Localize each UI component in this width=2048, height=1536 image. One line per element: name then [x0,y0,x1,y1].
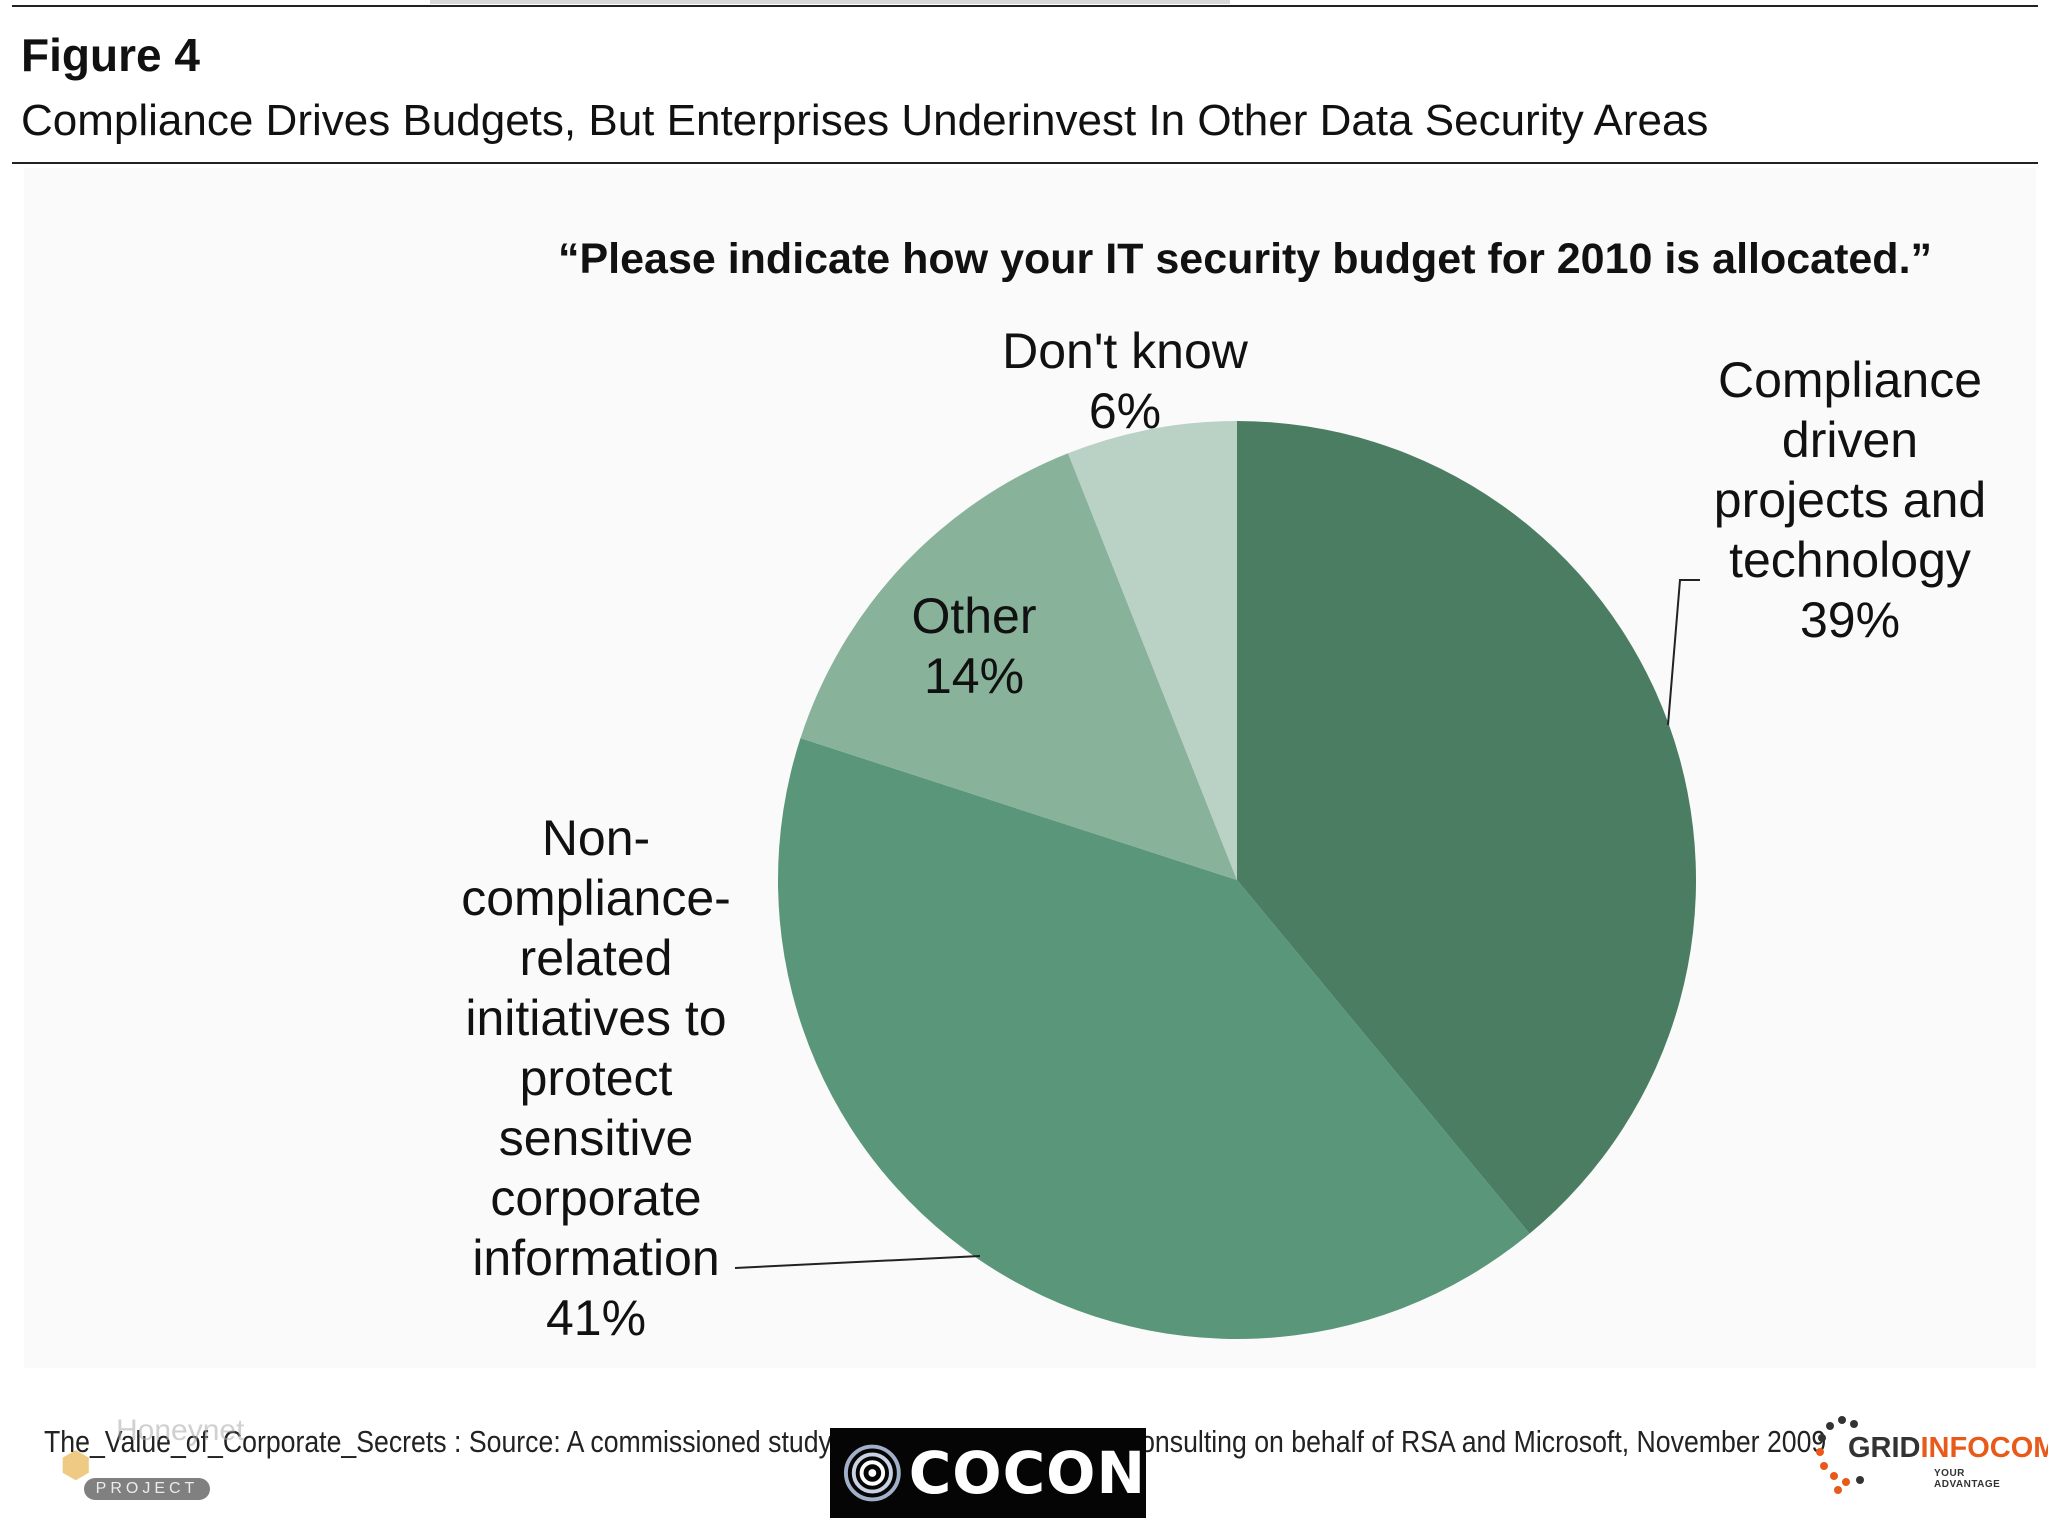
slice-label-line: driven [1782,412,1918,468]
slice-label-line: sensitive [499,1110,694,1166]
leader-line [734,1255,981,1269]
dots-icon [1816,1416,1864,1494]
pie-slices [778,421,1697,1340]
pie-slice [1237,421,1697,1234]
slice-label-line: technology [1729,532,1971,588]
slice-label: Compliance driven projects and technology 39… [1714,352,1986,648]
slice-label-line: projects and [1714,472,1986,528]
leader-line [1667,579,1700,726]
honeynet-logo: ⬢ Honeynet PROJECT [56,1414,256,1504]
slice-label-line: initiatives to [465,990,726,1046]
pie-slice [800,453,1237,880]
infocom-word: INFOCOM [1920,1432,2048,1464]
leader-lines [734,579,1700,1269]
grid-tagline: YOUR ADVANTAGE [1934,1468,2001,1490]
slice-label-line: protect [520,1050,673,1106]
cocon-wordmark: COCON [908,1439,1146,1507]
top-rule [12,5,2038,7]
honeynet-name: Honeynet [116,1414,245,1447]
pie-slice [778,738,1530,1340]
grid-word: GRID [1848,1432,1921,1464]
figure-number: Figure 4 [21,29,200,81]
slice-label-line: Don't know [1002,323,1249,379]
slice-label-line: Compliance [1718,352,1982,408]
slice-label-line: compliance- [461,870,731,926]
slice-value-label: 39% [1800,592,1900,648]
honeynet-tag: PROJECT [84,1478,210,1500]
slice-value-label: 41% [546,1290,646,1346]
slice-label-line: Other [911,588,1036,644]
top-tab-strip [430,0,1230,4]
slice-label: Don't know 6% [1002,323,1249,439]
header-rule [12,162,2038,164]
slice-label-line: information [472,1230,719,1286]
slice-label-line: corporate [490,1170,701,1226]
pie-slice [1068,421,1237,880]
chart-title: “Please indicate how your IT security bu… [558,235,1932,283]
slice-label: Non-compliance-related initiatives to prot… [461,810,731,1346]
slice-value-label: 14% [924,648,1024,704]
slice-label-line: related [520,930,673,986]
slice-label: Other 14% [911,588,1036,704]
cocon-logo: COCON [830,1428,1146,1518]
figure-caption: Compliance Drives Budgets, But Enterpris… [21,96,1709,145]
slice-value-label: 6% [1089,383,1161,439]
slice-label-line: Non- [542,810,650,866]
honeycomb-icon: ⬢ [60,1444,92,1485]
grid-infocom-logo: GRIDINFOCOM YOUR ADVANTAGE [1812,1410,2048,1510]
swirl-icon [843,1444,901,1502]
grid-infocom-name: GRIDINFOCOM [1848,1432,2048,1465]
slice-labels: Compliance driven projects and technology 39… [461,323,1986,1346]
